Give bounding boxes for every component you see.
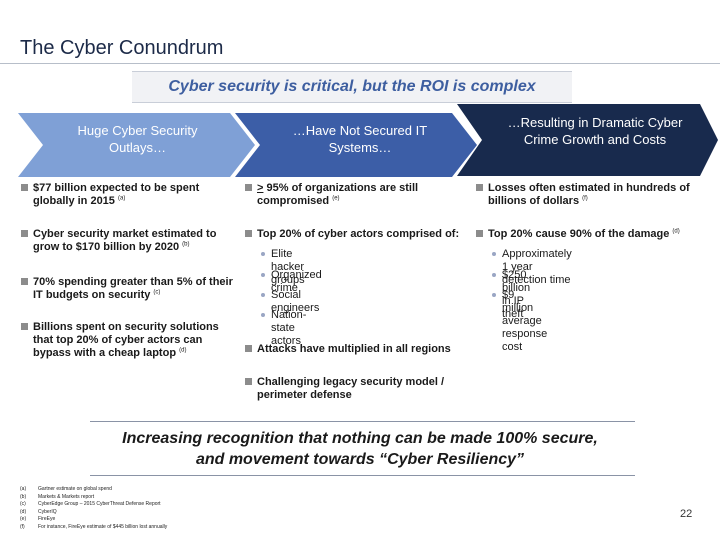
sub-bullet-icon: [261, 313, 265, 317]
bullet-icon: [21, 230, 28, 237]
banner-line-2: and movement towards “Cyber Resiliency”: [195, 451, 525, 468]
bullet-icon: [21, 323, 28, 330]
title-divider: [0, 63, 720, 64]
bullet-icon: [245, 378, 252, 385]
conclusion-banner: Increasing recognition that nothing can …: [60, 428, 660, 470]
banner-top-rule: [90, 421, 635, 422]
page-title: The Cyber Conundrum: [20, 37, 224, 59]
footnotes: (a) Gartner estimate on global spend (b) M…: [20, 486, 167, 532]
arrow-3-shape: [457, 104, 718, 176]
bullet-icon: [245, 184, 252, 191]
bullet-icon: [476, 230, 483, 237]
sub-list-item: Elite hacker groups: [271, 248, 305, 286]
bullet-icon: [245, 345, 252, 352]
sub-bullet-icon: [261, 293, 265, 297]
list-item: Challenging legacy security model / peri…: [257, 376, 445, 401]
sub-list-item: Nation-state actors: [271, 309, 307, 347]
arrow-3-label: …Resulting in Dramatic Cyber Crime Growt…: [507, 115, 683, 147]
process-arrows: [18, 104, 718, 177]
sub-list-item: Approximately 1 year detection time: [502, 248, 572, 286]
sub-list-item: Organized crime: [271, 269, 322, 294]
list-item: Top 20% of cyber actors comprised of:: [257, 228, 460, 240]
arrow-2-shape: [235, 113, 477, 177]
sub-bullet-icon: [261, 252, 265, 256]
list-item: Attacks have multiplied in all regions: [257, 343, 451, 355]
list-item: $77 billion expected to be spent globall…: [33, 182, 200, 207]
sub-bullet-icon: [492, 252, 496, 256]
footnote: (d) CyberIQ: [20, 508, 57, 515]
list-item: Cyber security market estimated to grow …: [33, 228, 217, 253]
arrow-2-label: …Have Not Secured IT Systems…: [292, 123, 428, 155]
list-item: Top 20% cause 90% of the damage (d): [488, 228, 680, 240]
list-item: 70% spending greater than 5% of their IT…: [33, 276, 233, 301]
subtitle: Cyber security is critical, but the ROI …: [132, 71, 572, 103]
bullet-icon: [245, 230, 252, 237]
footnote: (b) Markets & Markets report: [20, 493, 95, 500]
bullet-icon: [21, 184, 28, 191]
sub-list-item: $250 billion in IP theft: [502, 269, 531, 320]
footnote: (f) For instance, FireEye estimate of $44…: [20, 523, 168, 530]
page-number: 22: [680, 508, 693, 520]
footnote: (a) Gartner estimate on global spend: [20, 486, 112, 492]
list-item: > 95% of organizations are still comprom…: [257, 182, 419, 207]
footnote: (c) CyberEdge Group – 2015 CyberThreat De…: [20, 501, 161, 508]
sub-list-item: $9 million average response cost: [502, 289, 548, 353]
sub-list-item: Social engineers: [271, 289, 320, 314]
arrow-1-shape: [18, 113, 255, 177]
sub-bullet-icon: [261, 273, 265, 277]
bullet-icon: [21, 278, 28, 285]
banner-bottom-rule: [90, 475, 635, 476]
banner-line-1: Increasing recognition that nothing can …: [122, 430, 598, 447]
sub-bullet-icon: [492, 293, 496, 297]
list-item: Losses often estimated in hundreds of bi…: [488, 182, 690, 207]
list-item: Billions spent on security solutions tha…: [33, 321, 219, 359]
sub-bullet-icon: [492, 273, 496, 277]
footnote: (e) FireEye: [20, 516, 56, 523]
bullet-icon: [476, 184, 483, 191]
arrow-1-label: Huge Cyber Security Outlays…: [77, 123, 198, 155]
